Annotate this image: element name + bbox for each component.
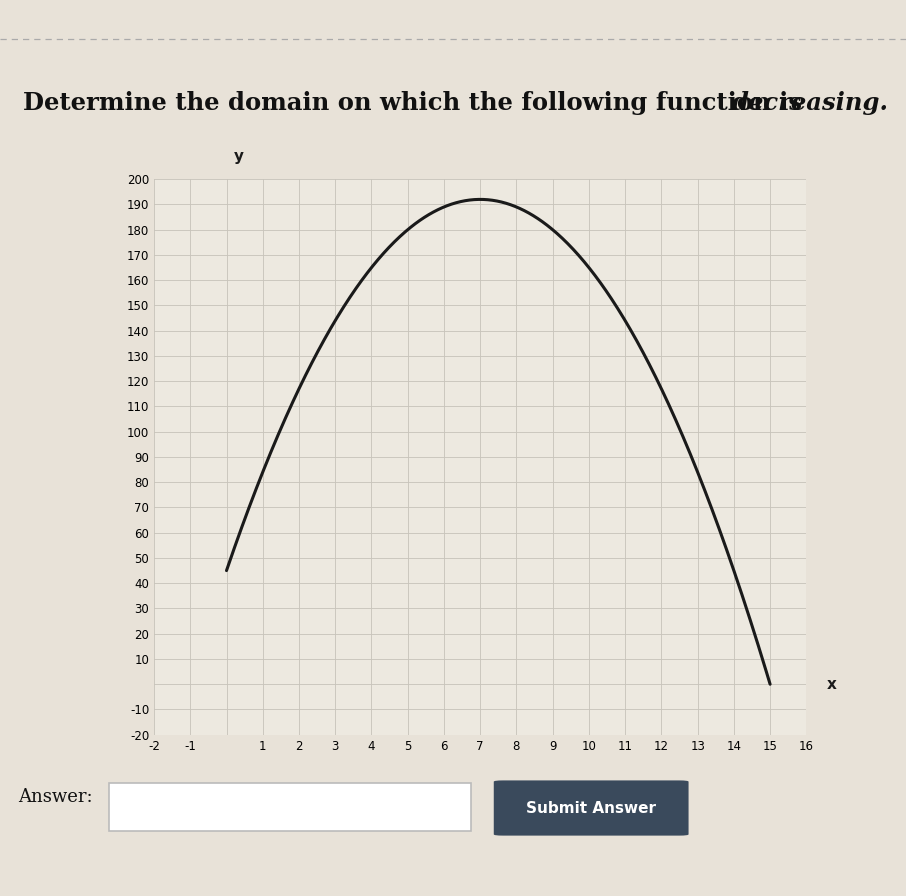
FancyBboxPatch shape	[109, 783, 471, 831]
Text: Answer:: Answer:	[18, 788, 92, 806]
Text: decreasing.: decreasing.	[732, 91, 889, 116]
Text: x: x	[826, 676, 836, 692]
FancyBboxPatch shape	[494, 780, 689, 836]
Text: Submit Answer: Submit Answer	[526, 800, 656, 815]
Text: y: y	[234, 149, 245, 164]
Text: Determine the domain on which the following function is: Determine the domain on which the follow…	[23, 91, 810, 116]
